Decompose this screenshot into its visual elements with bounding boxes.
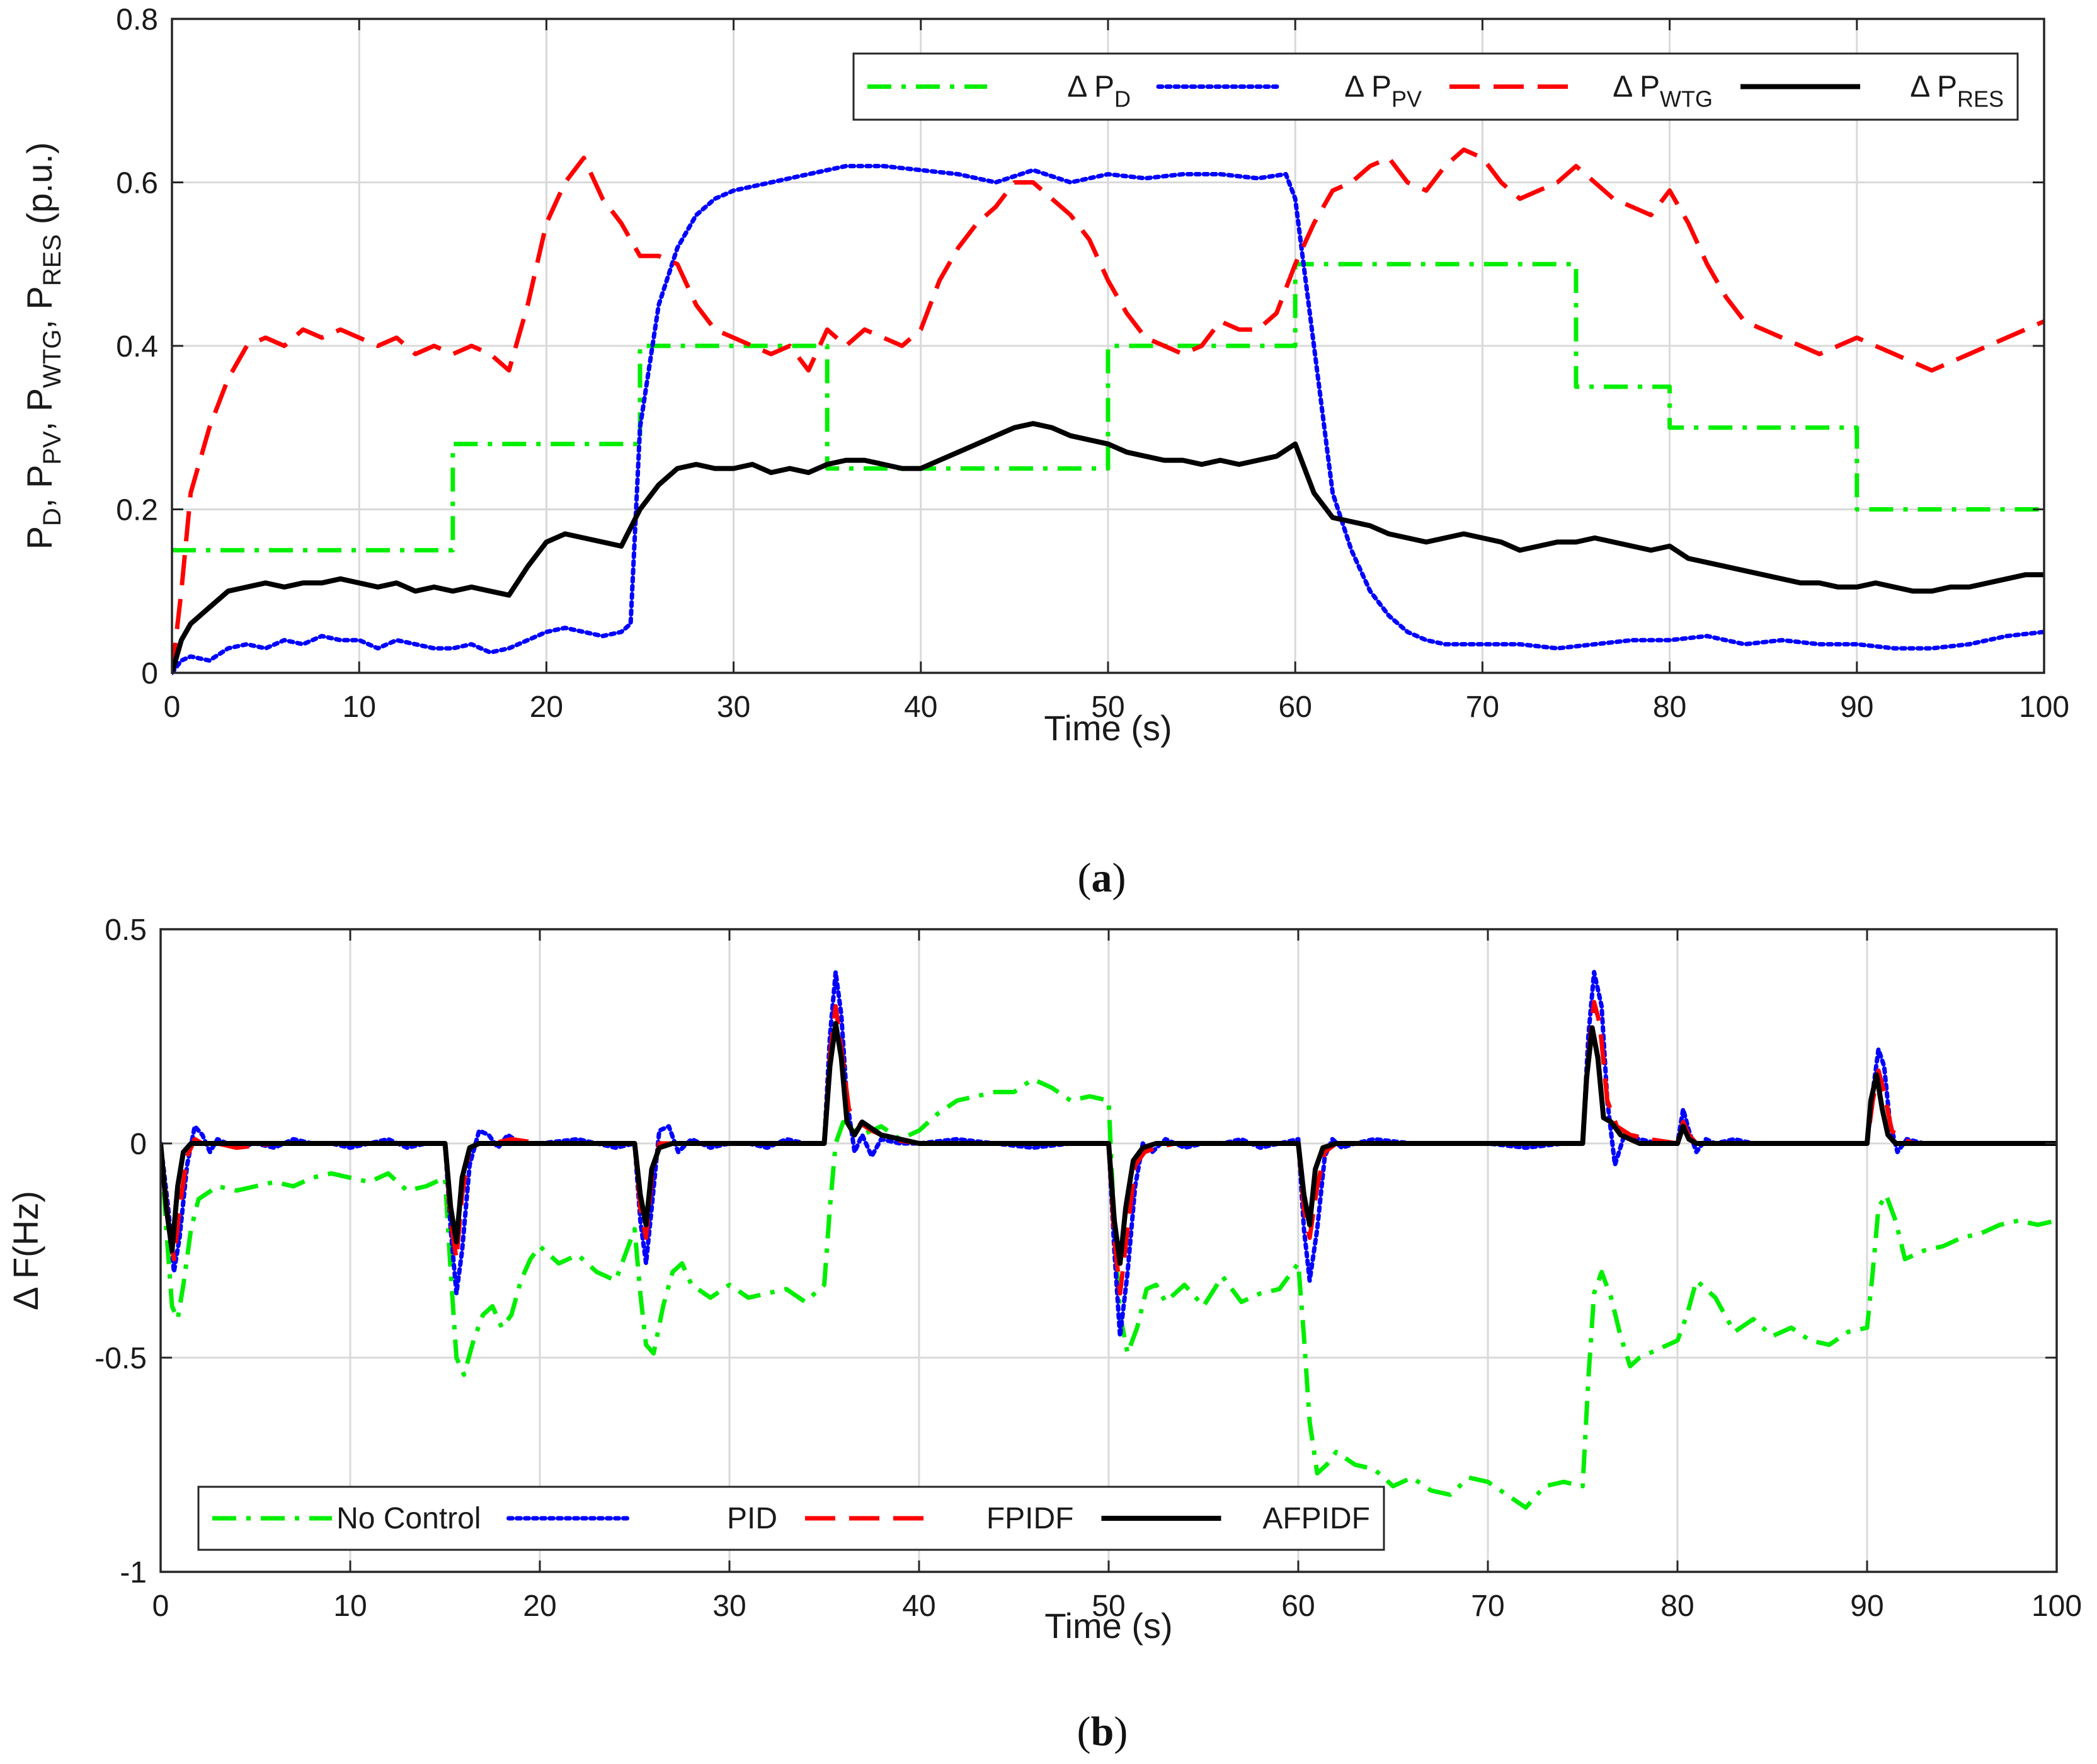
legend-label-main: FPIDF [986,1502,1074,1535]
x-axis-label: Time (s) [1044,1606,1172,1646]
y-label-subscript: D [38,508,66,526]
caption-letter: b [1091,1709,1114,1755]
x-tick-label: 30 [717,690,750,724]
y-tick-label: 0.8 [116,3,158,37]
ticks: 0 10 20 30 40 50 60 70 80 90 100 -1 -0.5 0 0.5 [94,914,2082,1623]
legend-label-subscript: D [1114,86,1131,112]
chart-a: 0 10 20 30 40 50 60 70 80 90 100 0 0.2 0.4 0.6 0.8 Time … [20,3,2069,901]
caption-close: ) [1112,855,1126,901]
legend-label: Δ PWTG [1613,71,1713,112]
legend-label-main: AFPIDF [1262,1502,1370,1535]
y-label-part: , P [20,465,59,508]
legend-label-main: No Control [336,1502,481,1535]
y-axis-label: Δ F(Hz) [6,1191,45,1310]
x-tick-label: 0 [164,690,181,724]
legend-label: No Control [336,1502,481,1535]
caption-open: ( [1078,855,1092,901]
series-line--pres [172,421,2044,674]
chart-b: 0 10 20 30 40 50 60 70 80 90 100 -1 -0.5 0 0.5 Time (s)… [6,914,2082,1755]
x-tick-label: 60 [1281,1589,1315,1623]
y-tick-label: -1 [120,1556,147,1589]
series-group [172,147,2044,675]
x-tick-label: 70 [1466,690,1499,724]
y-label-part: Δ F(Hz) [6,1191,45,1310]
legend-label-subscript: PV [1391,86,1422,112]
series-line-afpidf [161,1021,2057,1266]
series-line-no-control [161,1077,2057,1510]
series-group [161,970,2057,1510]
x-tick-label: 30 [712,1589,746,1623]
legend-label-subscript: RES [1957,86,2004,112]
caption-open: ( [1077,1709,1091,1755]
y-tick-label: 0 [141,657,158,690]
x-tick-label: 40 [904,690,937,724]
y-label-part: , P [20,286,59,329]
y-tick-label: 0.6 [116,167,158,200]
legend-label-main: PID [727,1502,777,1535]
legend-label: Δ PD [1067,71,1131,112]
y-label-part: (p.u.) [20,142,59,234]
x-tick-label: 0 [152,1589,169,1623]
x-tick-label: 90 [1840,690,1873,724]
legend-label: FPIDF [986,1502,1074,1535]
x-tick-label: 40 [902,1589,935,1623]
panel-caption: (b) [1077,1709,1128,1755]
x-tick-label: 80 [1660,1589,1694,1623]
caption-close: ) [1114,1709,1128,1755]
legend-label-subscript: WTG [1660,86,1713,112]
x-tick-label: 90 [1850,1589,1883,1623]
legend-label: AFPIDF [1262,1502,1370,1535]
x-tick-label: 60 [1279,690,1312,724]
legend: No Control PID FPIDF AFPIDF [197,1486,1385,1551]
x-tick-label: 50 [1091,690,1124,724]
y-tick-label: 0.2 [116,494,158,527]
series-line--pwtg [172,147,2044,673]
legend-label-main: Δ P [1344,71,1391,104]
x-tick-label: 70 [1471,1589,1504,1623]
y-tick-label: 0.5 [105,914,147,947]
series-line--ppv [172,164,2044,675]
x-tick-label: 10 [333,1589,367,1623]
x-tick-label: 50 [1092,1589,1125,1623]
y-label-subscript: WTG [38,329,66,388]
x-tick-label: 100 [2019,690,2069,724]
legend-label: Δ PPV [1344,71,1422,112]
ticks: 0 10 20 30 40 50 60 70 80 90 100 0 0.2 0.4 0.6 0.8 [116,3,2069,724]
y-tick-label: 0 [130,1128,147,1161]
x-axis-label: Time (s) [1044,708,1172,748]
x-tick-label: 20 [530,690,563,724]
grid [172,19,2044,673]
y-tick-label: 0.4 [116,330,158,364]
legend-label: PID [727,1502,777,1535]
x-tick-label: 100 [2031,1589,2082,1623]
y-tick-label: -0.5 [94,1342,147,1375]
y-label-part: , P [20,388,59,431]
y-label-part: P [20,526,59,549]
series-line--pd [172,261,2044,553]
y-axis-label: PD, PPV, PWTG, PRES (p.u.) [20,142,66,550]
y-label-subscript: RES [38,234,66,286]
caption-letter: a [1092,855,1112,901]
legend-label: Δ PRES [1910,71,2004,112]
y-label-subscript: PV [38,431,66,465]
panel-caption: (a) [1078,855,1126,901]
legend-label-main: Δ P [1067,71,1114,104]
x-tick-label: 20 [523,1589,556,1623]
legend-label-main: Δ P [1910,71,1957,104]
x-tick-label: 10 [343,690,376,724]
x-tick-label: 80 [1653,690,1686,724]
legend-label-main: Δ P [1613,71,1660,104]
legend: Δ PD Δ PPV Δ PWTG Δ PRES [852,52,2019,121]
